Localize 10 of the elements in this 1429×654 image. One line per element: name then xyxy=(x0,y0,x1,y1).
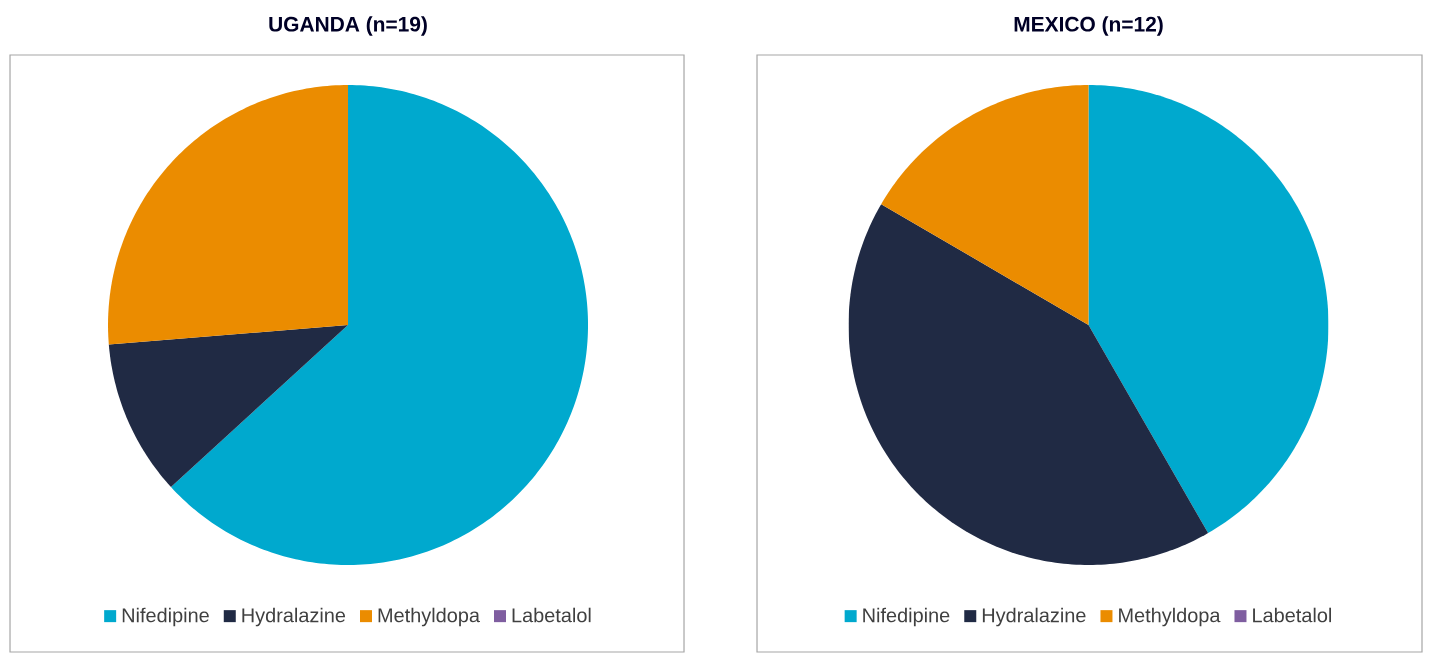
legend-label: Labetalol xyxy=(1253,607,1332,623)
legend-label: Labetalol xyxy=(512,607,591,623)
legend-label: Methyldopa xyxy=(1119,607,1221,627)
legend-label: Hydralazine xyxy=(982,607,1086,627)
chart-title: MEXICO (n=12) xyxy=(1014,16,1163,36)
legend-label: Nifedipine xyxy=(863,607,950,627)
chart-title: UGANDA (n=19) xyxy=(269,16,427,36)
legend-label: Nifedipine xyxy=(122,607,209,627)
legend-label: Hydralazine xyxy=(242,607,346,627)
legend-label: Methyldopa xyxy=(378,607,480,627)
